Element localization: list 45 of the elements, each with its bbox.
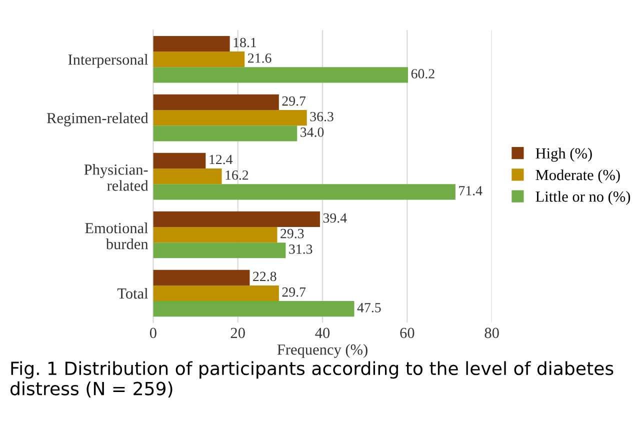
text: 47.5 bbox=[357, 303, 381, 312]
text: 36.3 bbox=[310, 112, 334, 122]
bar bbox=[153, 126, 298, 142]
y-tick-label: Total bbox=[117, 288, 148, 299]
bar bbox=[153, 226, 278, 243]
bar bbox=[153, 52, 245, 68]
text: 39.4 bbox=[323, 213, 347, 223]
bar bbox=[153, 301, 354, 317]
text: 34.0 bbox=[300, 128, 324, 137]
bar bbox=[153, 242, 286, 258]
x-axis-title: Frequency (%) bbox=[277, 344, 368, 358]
text: 16.2 bbox=[226, 170, 248, 180]
bar bbox=[153, 36, 230, 52]
text: 29.3 bbox=[280, 228, 304, 238]
text: 71.4 bbox=[459, 186, 482, 196]
bar bbox=[153, 94, 279, 110]
y-tick-label: Physician- related bbox=[84, 164, 148, 191]
text: 21.6 bbox=[248, 53, 272, 63]
bar bbox=[153, 184, 456, 200]
bar bbox=[153, 152, 206, 169]
bar bbox=[153, 270, 250, 286]
bar bbox=[153, 67, 408, 83]
x-tick-label: 0 bbox=[150, 328, 156, 338]
legend-label: High (%) bbox=[536, 148, 592, 162]
bar bbox=[153, 110, 307, 126]
bar bbox=[153, 168, 222, 184]
x-tick-label: 80 bbox=[484, 328, 499, 338]
y-tick-label: Interpersonal bbox=[68, 54, 148, 68]
text: 31.3 bbox=[289, 244, 312, 254]
bar bbox=[153, 285, 279, 302]
x-tick-label: 40 bbox=[315, 328, 330, 338]
text: 18.1 bbox=[234, 38, 256, 48]
text: 12.4 bbox=[210, 154, 233, 164]
x-tick-label: 20 bbox=[230, 328, 245, 338]
legend-label: Moderate (%) bbox=[536, 169, 620, 184]
text: 29.7 bbox=[282, 96, 306, 106]
text: 60.2 bbox=[411, 69, 434, 78]
legend-label: Little or no (%) bbox=[536, 191, 630, 205]
text: 29.7 bbox=[282, 287, 306, 297]
bar bbox=[153, 211, 320, 227]
x-tick-label: 60 bbox=[400, 328, 414, 338]
y-tick-label: Regimen-related bbox=[46, 112, 148, 126]
text: 22.8 bbox=[253, 272, 276, 282]
y-tick-label: Emotional burden bbox=[85, 222, 148, 250]
caption: Fig. 1 Distribution of participants according to the level of diabetes distress (N = 259) bbox=[10, 361, 614, 398]
